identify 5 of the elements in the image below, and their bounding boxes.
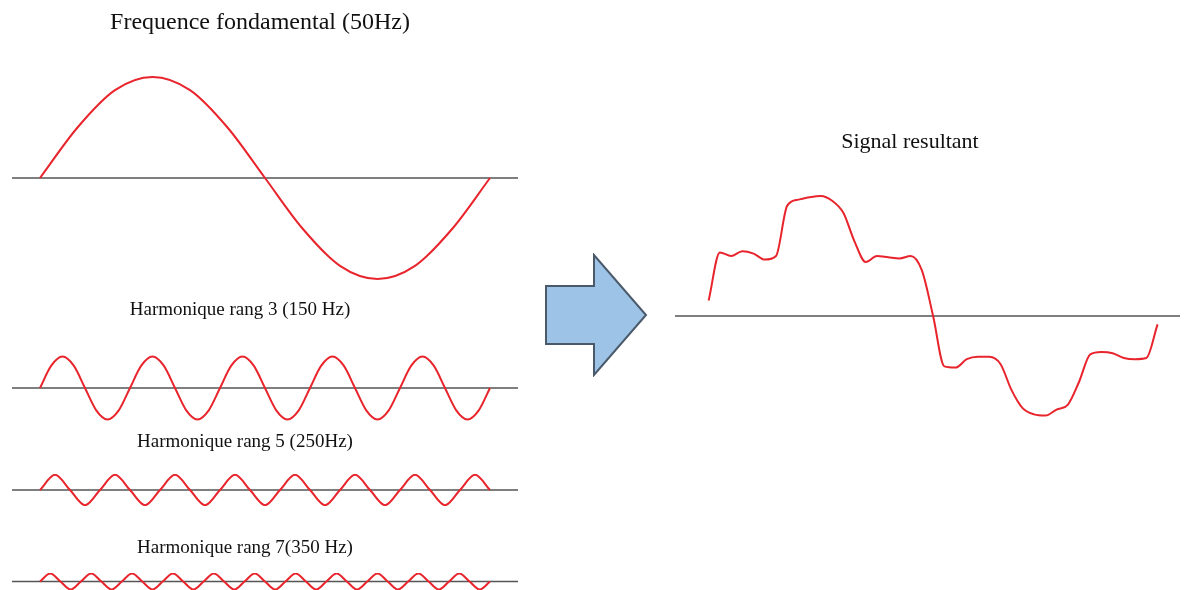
chart-title: Harmonique rang 3 (150 Hz) <box>129 298 351 320</box>
chart-title: Harmonique rang 5 (250Hz) <box>137 430 353 452</box>
chart-title: Harmonique rang 7(350 Hz) <box>137 536 353 558</box>
chart-title: Signal resultant <box>841 128 979 154</box>
chart-title: Frequence fondamental (50Hz) <box>110 8 410 35</box>
